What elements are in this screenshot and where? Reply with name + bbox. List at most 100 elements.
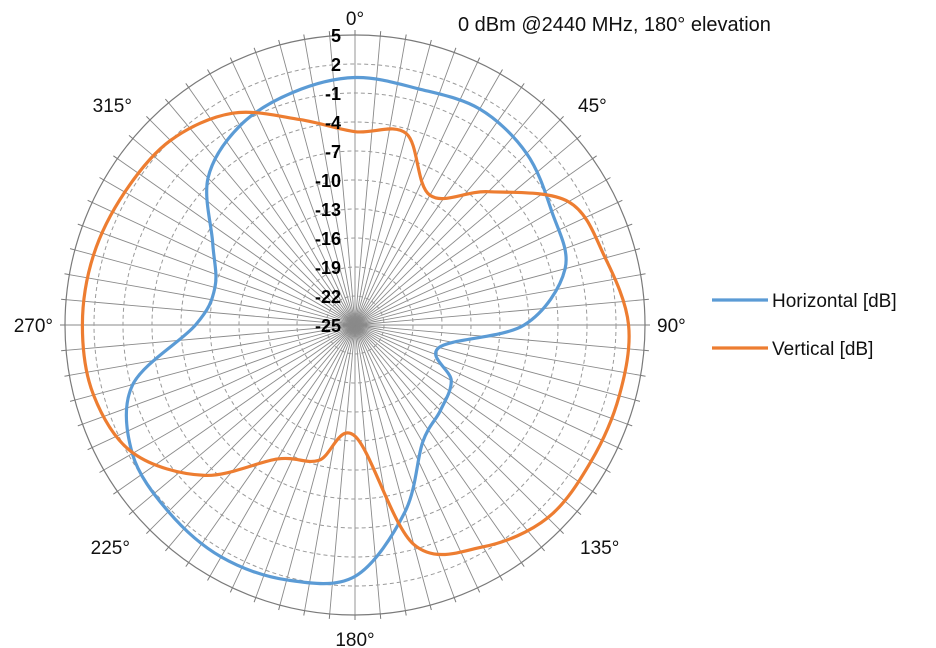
angle-label-270: 270° (14, 316, 53, 337)
radial-tick-label: -19 (315, 258, 341, 278)
angular-gridline (354, 138, 578, 326)
angle-tick (520, 83, 525, 88)
radial-gridline (325, 295, 385, 355)
angular-gridline (66, 299, 356, 326)
angular-gridline (354, 44, 431, 326)
angle-tick (77, 423, 83, 427)
angle-tick (592, 155, 597, 160)
angle-tick (253, 597, 257, 603)
angle-tick (64, 374, 70, 377)
angle-label-225: 225° (91, 538, 130, 559)
angular-gridline (354, 52, 455, 326)
angle-tick (576, 511, 582, 516)
radial-tick-label: -25 (315, 316, 341, 336)
radial-gridline (267, 237, 443, 413)
angular-gridline (354, 324, 406, 611)
radial-gridline (180, 150, 530, 500)
angle-tick (146, 116, 151, 121)
radial-tick-label: -7 (325, 142, 341, 162)
angle-tick (253, 47, 257, 53)
angle-tick (77, 223, 83, 227)
angular-gridline (188, 87, 356, 326)
angle-tick (128, 511, 134, 516)
angle-tick (627, 223, 633, 227)
angular-gridline (74, 324, 356, 401)
angle-tick (207, 69, 211, 75)
angle-tick (429, 39, 432, 46)
legend-label: Horizontal [dB] (772, 291, 897, 312)
angle-tick (640, 273, 646, 276)
radial-tick-label: -13 (315, 200, 341, 220)
angle-tick (113, 155, 118, 160)
angle-tick (303, 34, 306, 40)
angular-gridline (168, 324, 356, 548)
angular-gridline (209, 73, 356, 326)
angular-gridline (103, 179, 356, 326)
angle-tick (185, 83, 190, 88)
angular-gridline (354, 324, 501, 577)
angle-tick (605, 469, 611, 473)
radial-tick-label: 2 (331, 55, 341, 75)
angle-tick (634, 248, 641, 251)
angular-gridline (354, 324, 607, 471)
angle-tick (278, 39, 281, 46)
radial-tick-label: -10 (315, 171, 341, 191)
angle-tick (128, 134, 134, 139)
radial-gridline (296, 266, 414, 384)
angular-gridline (82, 324, 356, 425)
angle-tick (576, 134, 582, 139)
radial-gridline (238, 208, 472, 442)
plot-area (80, 75, 631, 586)
legend-item-vertical: Vertical [dB] (712, 339, 873, 360)
angle-tick (404, 34, 407, 40)
axis-labels: 0° 45° 90° 135° 180° 225° 270° 315° 5 2 -1 -4 -7 -10 -… (14, 9, 686, 648)
angular-gridline (329, 36, 356, 326)
radial-tick-label: -4 (325, 113, 341, 133)
angular-gridline (354, 249, 636, 326)
angle-tick (592, 490, 597, 495)
radial-gridline (209, 179, 501, 471)
angle-tick (634, 399, 641, 402)
angular-gridline (354, 324, 381, 614)
angle-tick (146, 529, 151, 534)
angle-tick (99, 469, 105, 473)
angular-gridline (354, 61, 478, 326)
angle-tick (541, 546, 546, 552)
legend: Horizontal [dB] Vertical [dB] (712, 291, 897, 360)
radial-tick-label: -16 (315, 229, 341, 249)
polar-grid (60, 30, 650, 620)
angle-tick (499, 575, 503, 581)
angle-tick (64, 273, 70, 276)
angular-gridline (149, 324, 356, 531)
angle-label-90: 90° (657, 316, 686, 337)
angle-tick (229, 587, 233, 593)
angular-gridline (354, 324, 593, 492)
chart-title: 0 dBm @2440 MHz, 180° elevation (458, 14, 771, 36)
angular-gridline (354, 324, 644, 351)
angle-tick (69, 248, 76, 251)
angle-label-0: 0° (346, 9, 364, 30)
radial-tick-label: 5 (331, 26, 341, 46)
angle-label-45: 45° (578, 96, 607, 117)
angle-tick (617, 199, 623, 203)
angle-tick (278, 604, 281, 611)
angle-tick (207, 575, 211, 581)
angle-tick (627, 423, 633, 427)
legend-item-horizontal: Horizontal [dB] (712, 291, 897, 312)
angle-tick (605, 177, 611, 181)
radial-gridline (122, 92, 588, 558)
angle-tick (559, 529, 564, 534)
angular-gridline (117, 158, 356, 326)
angle-tick (453, 597, 457, 603)
angular-gridline (279, 324, 356, 606)
angle-tick (477, 57, 481, 63)
angle-tick (303, 610, 306, 616)
angle-tick (99, 177, 105, 181)
angle-tick (69, 399, 76, 402)
radial-tick-label: -22 (315, 287, 341, 307)
angle-tick (429, 604, 432, 611)
angular-gridline (354, 324, 641, 376)
angle-tick (453, 47, 457, 53)
angle-tick (87, 447, 93, 451)
